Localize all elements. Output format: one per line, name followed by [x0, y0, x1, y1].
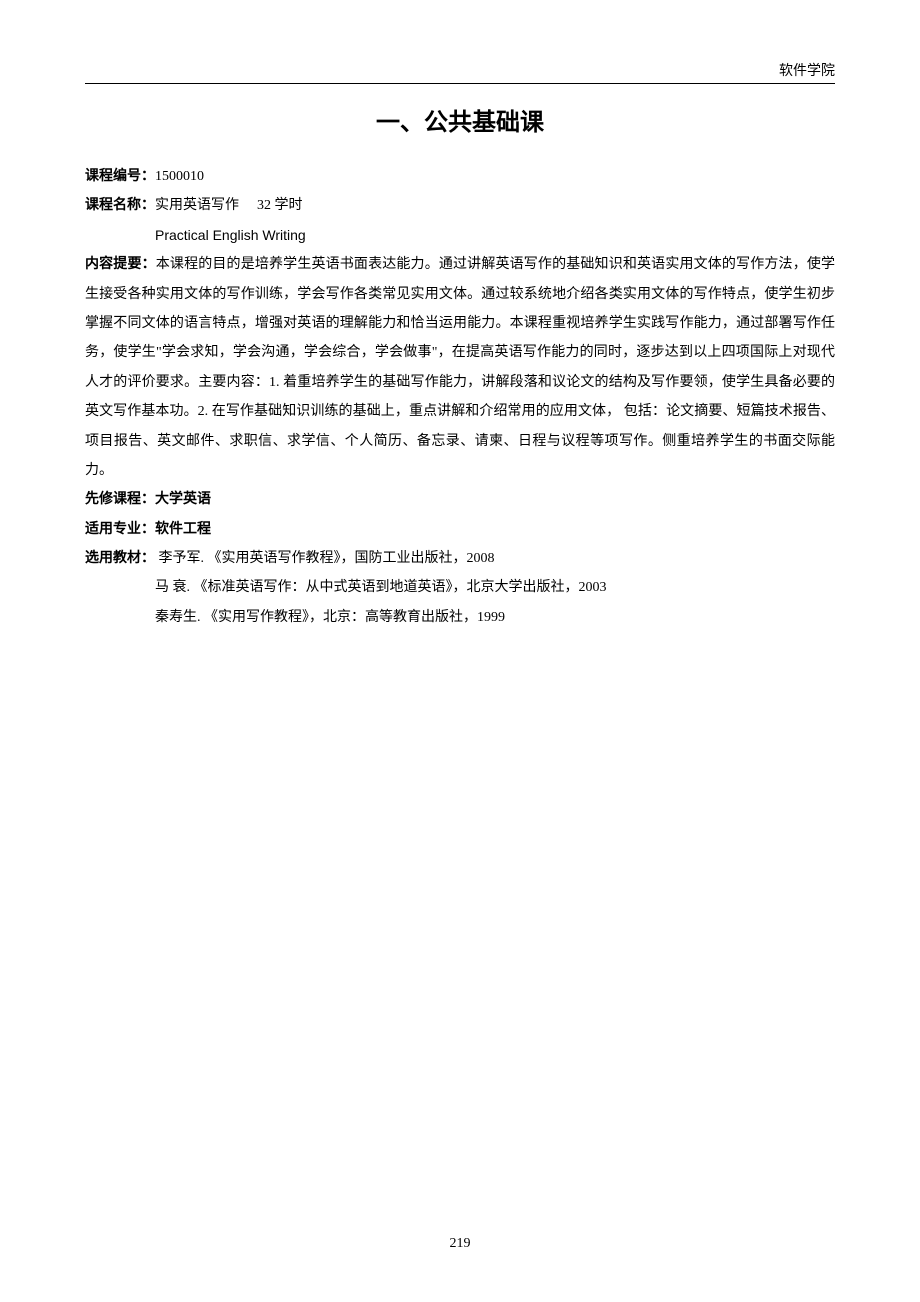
major-line: 适用专业：软件工程 — [85, 515, 835, 544]
summary-label: 内容提要： — [85, 257, 156, 272]
page-number: 219 — [0, 1236, 920, 1252]
course-name-line: 课程名称：实用英语写作 32 学时 — [85, 191, 835, 220]
major-label: 适用专业： — [85, 522, 155, 537]
page-title: 一、公共基础课 — [85, 102, 835, 137]
prereq-line: 先修课程：大学英语 — [85, 485, 835, 514]
textbook-line-2: 秦寿生. 《实用写作教程》，北京：高等教育出版社，1999 — [85, 603, 835, 632]
course-name-label: 课程名称： — [85, 198, 155, 213]
header-rule — [85, 83, 835, 84]
course-summary: 内容提要：本课程的目的是培养学生英语书面表达能力。通过讲解英语写作的基础知识和英… — [85, 250, 835, 485]
prereq-value: 大学英语 — [155, 492, 211, 507]
course-code-label: 课程编号： — [85, 169, 155, 184]
major-value: 软件工程 — [155, 522, 211, 537]
textbook-line-0: 选用教材： 李予军. 《实用英语写作教程》，国防工业出版社，2008 — [85, 544, 835, 573]
course-code-line: 课程编号：1500010 — [85, 162, 835, 191]
header-department: 软件学院 — [85, 60, 835, 83]
course-english-name: Practical English Writing — [85, 221, 835, 250]
textbook-label: 选用教材： — [85, 551, 155, 566]
textbook-0: 李予军. 《实用英语写作教程》，国防工业出版社，2008 — [155, 551, 495, 566]
course-hours: 32 学时 — [257, 198, 303, 213]
prereq-label: 先修课程： — [85, 492, 155, 507]
textbook-line-1: 马 衰. 《标准英语写作：从中式英语到地道英语》，北京大学出版社，2003 — [85, 573, 835, 602]
summary-body: 本课程的目的是培养学生英语书面表达能力。通过讲解英语写作的基础知识和英语实用文体… — [85, 257, 835, 478]
course-name-value: 实用英语写作 — [155, 198, 239, 213]
course-code-value: 1500010 — [155, 169, 204, 184]
